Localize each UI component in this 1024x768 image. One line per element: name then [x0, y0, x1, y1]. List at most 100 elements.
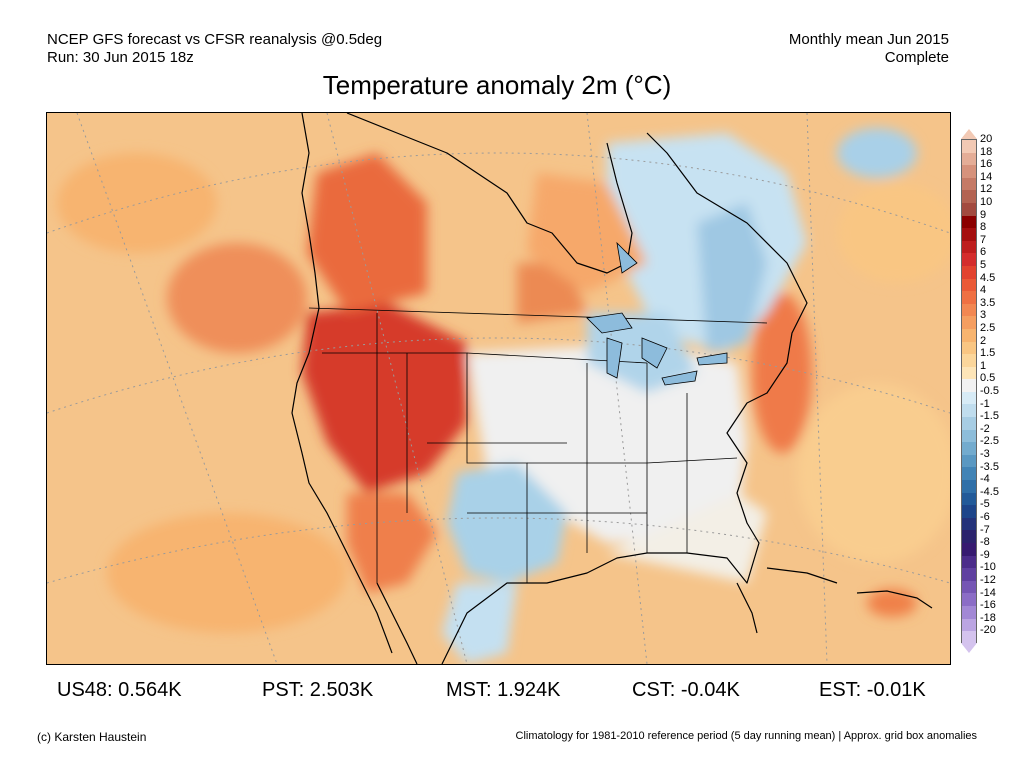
legend-swatch: [962, 215, 976, 229]
legend-label: -2.5: [980, 435, 999, 448]
anomaly-map-canvas: [47, 113, 950, 664]
state-borders: [308, 307, 768, 583]
legend-swatch: [962, 152, 976, 166]
stat-us48: US48: 0.564K: [57, 679, 182, 701]
legend-arrow-bottom: [961, 643, 977, 653]
legend-swatch: [962, 618, 976, 632]
legend-label: 7: [980, 233, 987, 246]
color-legend: 20 18 16 14 12 10 9 8 7 6 5 4.5 4 3.5 3 2.5 2 1.5 1 0.5 -0.5…: [958, 129, 1018, 653]
coastlines: [291, 113, 933, 664]
legend-label: 1.5: [980, 347, 996, 360]
stat-est: EST: -0.01K: [819, 679, 926, 701]
averaging-period: Monthly mean Jun 2015: [788, 31, 949, 48]
legend-label: -20: [980, 624, 996, 637]
legend-label: 0.5: [980, 372, 996, 385]
legend-swatch: [962, 543, 976, 556]
legend-label: -0.5: [980, 385, 999, 397]
legend-swatch: [962, 391, 976, 405]
legend-arrow-top: [961, 129, 977, 139]
legend-label: 20: [980, 133, 993, 145]
legend-label: -4.5: [980, 485, 999, 498]
completion-status: Complete: [884, 49, 949, 66]
legend-label: -1: [980, 397, 990, 410]
legend-swatch: [962, 140, 976, 153]
legend-swatch: [962, 202, 976, 216]
graticule: [47, 113, 950, 664]
legend-label: 5: [980, 259, 987, 271]
legend-swatch: [962, 555, 976, 569]
legend-swatch: [962, 278, 976, 292]
legend-swatch: [962, 429, 976, 443]
map-title: Temperature anomaly 2m (°C): [322, 70, 672, 100]
legend-swatch: [962, 467, 976, 481]
legend-swatch: [962, 442, 976, 455]
legend-swatch: [962, 341, 976, 355]
legend-swatch: [962, 265, 976, 279]
legend-swatch: [962, 605, 976, 619]
model-description: NCEP GFS forecast vs CFSR reanalysis @0.…: [47, 31, 383, 48]
stat-mst: MST: 1.924K: [446, 679, 561, 701]
great-lakes: [586, 241, 728, 386]
legend-swatch: [962, 631, 976, 644]
legend-label: -5: [980, 498, 990, 511]
legend-label: -9: [980, 548, 990, 561]
legend-label: 1: [980, 359, 987, 372]
legend-label: 10: [980, 196, 993, 208]
legend-swatch: [962, 505, 976, 518]
legend-label: 2: [980, 334, 987, 347]
map-header-right: Monthly mean Jun 2015 Complete: [789, 31, 949, 67]
legend-swatch: [962, 492, 976, 506]
legend-label: 8: [980, 221, 987, 234]
legend-swatch: [962, 417, 976, 430]
anomaly-map: [46, 112, 951, 665]
legend-label: -14: [980, 586, 996, 599]
legend-swatch: [962, 165, 976, 178]
legend-swatch: [962, 177, 976, 191]
legend-swatch: [962, 253, 976, 266]
legend-swatch: [962, 480, 976, 493]
legend-label: 4: [980, 284, 987, 297]
legend-label: -3.5: [980, 460, 999, 473]
legend-label: -7: [980, 523, 990, 536]
stat-cst: CST: -0.04K: [632, 679, 740, 701]
legend-swatch: [962, 530, 976, 543]
legend-swatch: [962, 303, 976, 317]
legend-label: 4.5: [980, 271, 996, 284]
legend-label: -8: [980, 536, 990, 549]
legend-swatch: [962, 593, 976, 606]
legend-label: -18: [980, 611, 996, 624]
legend-label: 2.5: [980, 322, 996, 334]
run-time: Run: 30 Jun 2015 18z: [47, 49, 194, 66]
legend-label: 3: [980, 309, 987, 322]
legend-swatch: [962, 366, 976, 380]
legend-label: 3.5: [980, 296, 996, 309]
legend-label: -1.5: [980, 410, 999, 423]
legend-label: -4: [980, 473, 990, 486]
stat-pst: PST: 2.503K: [262, 679, 374, 701]
legend-swatch: [962, 228, 976, 241]
legend-color-cells: [961, 139, 977, 644]
legend-label: -16: [980, 599, 996, 612]
legend-swatch: [962, 354, 976, 367]
climatology-note: Climatology for 1981-2010 reference peri…: [515, 730, 977, 742]
legend-swatch: [962, 316, 976, 329]
legend-label: -10: [980, 561, 996, 574]
legend-label: -3: [980, 448, 990, 460]
legend-label: -12: [980, 574, 996, 586]
map-header-left: NCEP GFS forecast vs CFSR reanalysis @0.…: [47, 31, 382, 67]
legend-label: 16: [980, 158, 993, 171]
legend-label: -6: [980, 511, 990, 523]
legend-swatch: [962, 580, 976, 594]
legend-label: 18: [980, 145, 993, 158]
anomaly-shading: [57, 128, 950, 664]
legend-swatch: [962, 240, 976, 254]
legend-swatch: [962, 568, 976, 581]
legend-label: 14: [980, 170, 993, 183]
legend-swatch: [962, 404, 976, 418]
legend-swatch: [962, 291, 976, 304]
legend-swatch: [962, 517, 976, 531]
legend-label: 6: [980, 246, 987, 259]
legend-swatch: [962, 328, 976, 342]
legend-swatch: [962, 190, 976, 203]
legend-swatch: [962, 454, 976, 468]
